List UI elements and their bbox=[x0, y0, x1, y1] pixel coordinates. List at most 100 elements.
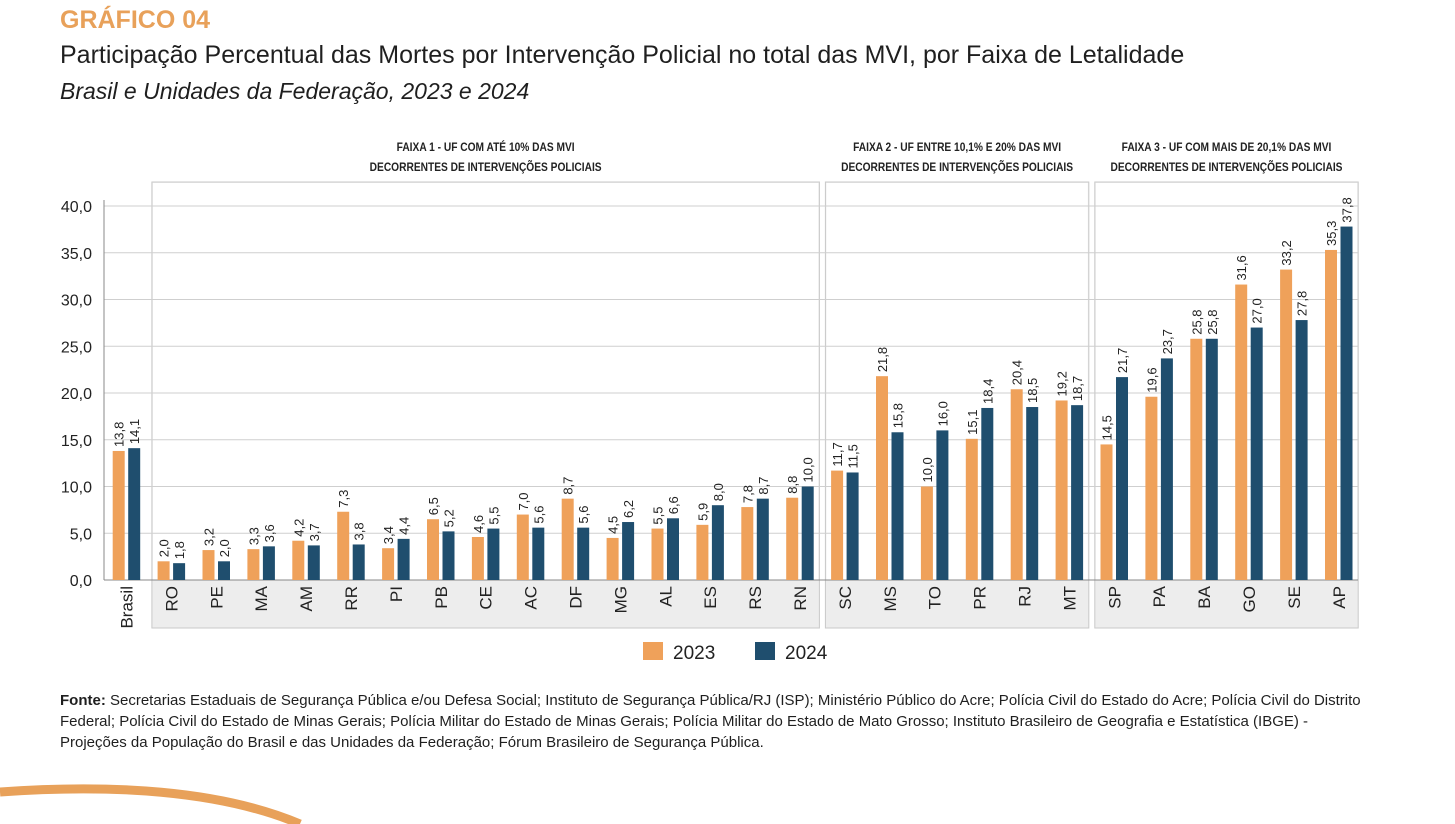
data-label-2024-PI: 4,4 bbox=[397, 517, 412, 535]
category-label-MA: MA bbox=[252, 585, 271, 611]
bar-2023-AC bbox=[516, 514, 529, 580]
data-label-2024-Brasil: 14,1 bbox=[127, 419, 142, 444]
category-label-RR: RR bbox=[342, 586, 361, 611]
y-tick-label: 20,0 bbox=[61, 386, 92, 403]
decorative-swoosh bbox=[0, 784, 302, 824]
data-label-2023-DF: 8,7 bbox=[561, 477, 576, 495]
bar-2024-Brasil bbox=[128, 448, 141, 580]
bar-2023-RS bbox=[741, 507, 754, 580]
category-label-CE: CE bbox=[477, 586, 496, 610]
data-label-2023-SE: 33,2 bbox=[1279, 240, 1294, 265]
data-label-2024-PA: 23,7 bbox=[1160, 329, 1175, 354]
data-label-2024-ES: 8,0 bbox=[711, 483, 726, 501]
data-label-2023-RJ: 20,4 bbox=[1010, 360, 1025, 385]
legend-label-2023: 2023 bbox=[673, 643, 715, 664]
bar-2023-PE bbox=[202, 550, 215, 580]
data-label-2023-AP: 35,3 bbox=[1324, 221, 1339, 246]
bar-2023-AP bbox=[1325, 249, 1337, 580]
data-label-2023-AM: 4,2 bbox=[291, 519, 306, 537]
data-label-2023-RN: 8,8 bbox=[785, 476, 800, 494]
category-label-PI: PI bbox=[387, 586, 406, 602]
bar-2023-MT bbox=[1055, 400, 1068, 580]
bar-2024-RO bbox=[173, 563, 186, 580]
data-label-2024-RJ: 18,5 bbox=[1025, 378, 1040, 403]
y-tick-label: 15,0 bbox=[61, 433, 92, 450]
data-label-2023-RS: 7,8 bbox=[740, 485, 755, 503]
bar-2024-MS bbox=[891, 432, 904, 580]
bar-2024-MA bbox=[262, 546, 275, 580]
category-label-PB: PB bbox=[432, 586, 451, 609]
bar-2023-PR bbox=[965, 438, 978, 580]
bar-2023-RJ bbox=[1010, 389, 1023, 580]
bar-2024-AC bbox=[532, 527, 545, 580]
group-label-3-line1: FAIXA 3 - UF COM MAIS DE 20,1% DAS MVI bbox=[1122, 141, 1332, 154]
category-label-AC: AC bbox=[522, 586, 541, 610]
data-label-2023-ES: 5,9 bbox=[695, 503, 710, 521]
category-label-RO: RO bbox=[162, 586, 181, 612]
data-label-2024-RO: 1,8 bbox=[172, 541, 187, 559]
data-label-2023-SP: 14,5 bbox=[1100, 415, 1115, 440]
data-label-2024-MT: 18,7 bbox=[1070, 376, 1085, 401]
data-label-2023-PI: 3,4 bbox=[381, 526, 396, 544]
category-label-PA: PA bbox=[1150, 585, 1169, 607]
bar-2023-SP bbox=[1100, 444, 1113, 580]
group-plot-area bbox=[826, 183, 1088, 580]
bar-2023-Brasil bbox=[112, 450, 125, 580]
group-plot-area bbox=[1095, 183, 1358, 580]
bar-2024-RS bbox=[756, 498, 769, 580]
category-label-RN: RN bbox=[791, 586, 810, 611]
data-label-2024-TO: 16,0 bbox=[935, 401, 950, 426]
category-label-SE: SE bbox=[1285, 586, 1304, 609]
y-tick-label: 5,0 bbox=[70, 526, 92, 543]
source-note: Fonte: Secretarias Estaduais de Seguranç… bbox=[60, 690, 1370, 753]
bar-2024-RR bbox=[352, 544, 365, 580]
bar-2024-PE bbox=[218, 561, 230, 580]
category-label-MT: MT bbox=[1060, 586, 1079, 611]
data-label-2023-AL: 5,5 bbox=[651, 506, 666, 524]
category-label-RJ: RJ bbox=[1015, 586, 1034, 607]
group-label-2-line1: FAIXA 2 - UF ENTRE 10,1% E 20% DAS MVI bbox=[853, 141, 1061, 154]
bar-2023-SE bbox=[1280, 269, 1293, 580]
bar-2024-PR bbox=[981, 407, 994, 580]
bar-2023-PI bbox=[382, 548, 395, 580]
data-label-2023-TO: 10,0 bbox=[920, 457, 935, 482]
group-label-2-line2: DECORRENTES DE INTERVENÇÕES POLICIAIS bbox=[841, 160, 1073, 174]
category-label-AP: AP bbox=[1330, 586, 1349, 609]
bar-2024-RN bbox=[801, 486, 814, 580]
bar-2023-GO bbox=[1235, 284, 1248, 580]
category-label-SC: SC bbox=[836, 586, 855, 610]
data-label-2024-CE: 5,5 bbox=[486, 506, 501, 524]
bar-2024-BA bbox=[1205, 338, 1218, 580]
category-label-PE: PE bbox=[207, 586, 226, 609]
group-label-1-line2: DECORRENTES DE INTERVENÇÕES POLICIAIS bbox=[370, 160, 602, 174]
legend-label-2024: 2024 bbox=[785, 643, 828, 664]
data-label-2024-MA: 3,6 bbox=[262, 524, 277, 542]
group-plot-area bbox=[152, 183, 819, 580]
bar-2023-CE bbox=[471, 536, 484, 580]
data-label-2024-SC: 11,5 bbox=[846, 444, 861, 468]
bar-2024-AM bbox=[307, 545, 320, 580]
group-label-3-line2: DECORRENTES DE INTERVENÇÕES POLICIAIS bbox=[1111, 160, 1343, 174]
bar-2024-RJ bbox=[1026, 407, 1039, 580]
data-label-2024-AL: 6,6 bbox=[666, 496, 681, 514]
category-label-MG: MG bbox=[611, 586, 630, 613]
legend-swatch-2024 bbox=[755, 642, 775, 660]
chart-subtitle: Brasil e Unidades da Federação, 2023 e 2… bbox=[60, 78, 530, 104]
data-label-2024-GO: 27,0 bbox=[1250, 298, 1265, 323]
data-label-2024-DF: 5,6 bbox=[576, 506, 591, 524]
bar-2024-CE bbox=[487, 528, 500, 580]
category-label-DF: DF bbox=[566, 586, 585, 609]
data-label-2023-PE: 3,2 bbox=[202, 528, 217, 546]
data-label-2023-AC: 7,0 bbox=[516, 492, 531, 510]
data-label-2024-PR: 18,4 bbox=[980, 379, 995, 404]
bar-2023-DF bbox=[561, 498, 574, 580]
bar-2023-BA bbox=[1190, 338, 1203, 580]
bar-2024-MG bbox=[622, 522, 635, 580]
data-label-2024-SE: 27,8 bbox=[1295, 291, 1310, 316]
bar-2024-AL bbox=[667, 518, 679, 580]
data-label-2024-MS: 15,8 bbox=[891, 403, 906, 428]
bar-2023-AM bbox=[292, 540, 305, 580]
bar-2023-MG bbox=[606, 537, 619, 580]
y-tick-label: 0,0 bbox=[70, 573, 92, 590]
data-label-2023-PB: 6,5 bbox=[426, 497, 441, 515]
